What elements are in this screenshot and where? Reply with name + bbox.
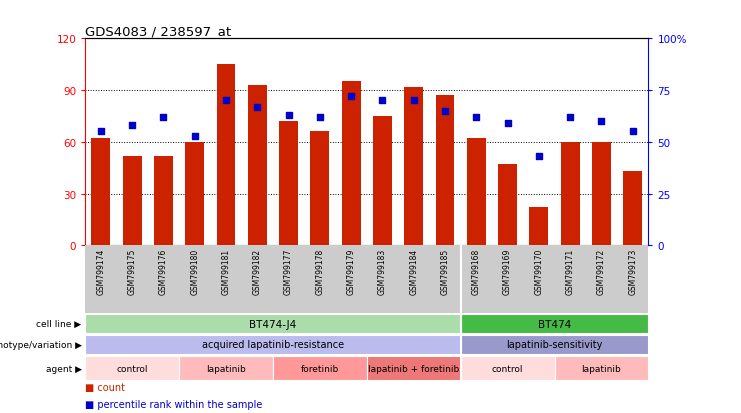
Point <box>471 114 482 121</box>
Text: BT474: BT474 <box>538 319 571 329</box>
Text: control: control <box>492 364 523 373</box>
Text: genotype/variation ▶: genotype/variation ▶ <box>0 340 82 349</box>
Point <box>345 94 357 100</box>
Bar <box>467 139 485 246</box>
Text: GSM799170: GSM799170 <box>534 248 543 294</box>
Text: GSM799172: GSM799172 <box>597 248 606 294</box>
Point <box>533 154 545 160</box>
Point <box>627 129 639 135</box>
Text: GSM799183: GSM799183 <box>378 248 387 294</box>
Point <box>564 114 576 121</box>
Text: GSM799171: GSM799171 <box>565 248 575 294</box>
Bar <box>498 165 517 246</box>
Text: agent ▶: agent ▶ <box>45 364 82 373</box>
Bar <box>185 142 204 246</box>
Text: GSM799168: GSM799168 <box>472 248 481 294</box>
Bar <box>592 142 611 246</box>
Bar <box>279 122 298 246</box>
Point <box>251 104 263 111</box>
Point <box>408 98 419 104</box>
Bar <box>248 85 267 246</box>
Text: lapatinib: lapatinib <box>206 364 246 373</box>
Bar <box>554 356 648 380</box>
Point <box>439 108 451 115</box>
Text: GSM799169: GSM799169 <box>503 248 512 294</box>
Point <box>502 121 514 127</box>
Bar <box>123 156 142 246</box>
Text: GSM799179: GSM799179 <box>347 248 356 294</box>
Point <box>126 123 138 129</box>
Text: GSM799178: GSM799178 <box>316 248 325 294</box>
Text: GSM799181: GSM799181 <box>222 248 230 294</box>
Text: GSM799182: GSM799182 <box>253 248 262 294</box>
Point <box>220 98 232 104</box>
Bar <box>436 96 454 246</box>
Bar <box>461 314 648 333</box>
Bar <box>154 156 173 246</box>
Text: GSM799173: GSM799173 <box>628 248 637 294</box>
Point <box>314 114 326 121</box>
Text: control: control <box>116 364 148 373</box>
Text: lapatinib + foretinib: lapatinib + foretinib <box>368 364 459 373</box>
Point <box>596 119 608 125</box>
Bar <box>367 356 461 380</box>
Text: GSM799177: GSM799177 <box>284 248 293 294</box>
Bar <box>405 88 423 246</box>
Text: GSM799185: GSM799185 <box>440 248 450 294</box>
Text: GDS4083 / 238597_at: GDS4083 / 238597_at <box>85 25 231 38</box>
Text: lapatinib: lapatinib <box>582 364 621 373</box>
Text: GSM799174: GSM799174 <box>96 248 105 294</box>
Text: GSM799175: GSM799175 <box>127 248 136 294</box>
Bar <box>373 116 392 246</box>
Text: acquired lapatinib-resistance: acquired lapatinib-resistance <box>202 339 344 349</box>
Text: GSM799180: GSM799180 <box>190 248 199 294</box>
Point <box>189 133 201 140</box>
Bar <box>461 356 554 380</box>
Text: ■ count: ■ count <box>85 382 125 392</box>
Text: BT474-J4: BT474-J4 <box>249 319 296 329</box>
Bar <box>310 132 329 246</box>
Bar <box>216 65 236 246</box>
Point <box>376 98 388 104</box>
Bar <box>342 82 361 246</box>
Text: foretinib: foretinib <box>301 364 339 373</box>
Bar <box>623 172 642 246</box>
Point <box>158 114 170 121</box>
Bar <box>85 335 461 354</box>
Bar <box>85 356 179 380</box>
Text: cell line ▶: cell line ▶ <box>36 319 82 328</box>
Bar <box>91 139 110 246</box>
Bar <box>461 335 648 354</box>
Text: ■ percentile rank within the sample: ■ percentile rank within the sample <box>85 399 262 409</box>
Bar <box>85 314 461 333</box>
Point <box>95 129 107 135</box>
Bar <box>179 356 273 380</box>
Text: GSM799176: GSM799176 <box>159 248 168 294</box>
Bar <box>561 142 579 246</box>
Point <box>282 112 294 119</box>
Text: GSM799184: GSM799184 <box>409 248 418 294</box>
Bar <box>530 208 548 246</box>
Text: lapatinib-sensitivity: lapatinib-sensitivity <box>506 339 602 349</box>
Bar <box>273 356 367 380</box>
